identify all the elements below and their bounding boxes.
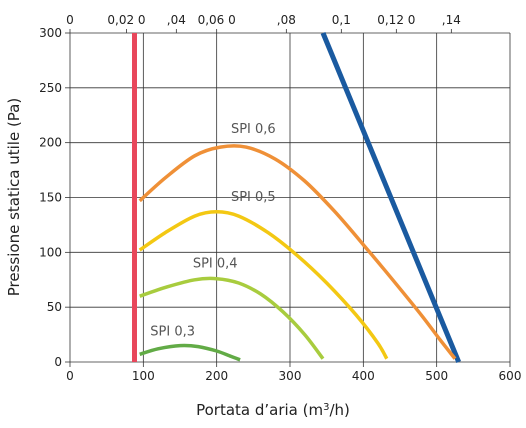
x-tick-label-0: 0 [66, 369, 74, 383]
x-tick-label-1: 100 [132, 369, 155, 383]
series-layer [132, 32, 462, 363]
annotations: SPI 0,6 SPI 0,5 SPI 0,4 SPI 0,3 [150, 122, 275, 340]
x-axis-label-suffix: /h) [329, 401, 349, 419]
series-line-3 [138, 210, 389, 360]
series-line-1 [320, 32, 462, 363]
x-tick-label-5: 500 [425, 369, 448, 383]
y-tick-label-6: 300 [39, 26, 62, 40]
series-line-5 [139, 343, 241, 362]
top-tick-label-0: 0 [66, 13, 74, 27]
top-tick-label-1: 0,02 0 [107, 13, 145, 27]
series-line-2 [138, 144, 457, 360]
top-tick-label-4: ,08 [277, 13, 296, 27]
y-tick-label-5: 250 [39, 81, 62, 95]
y-tick-label-1: 50 [47, 300, 62, 314]
curve-label-1: SPI 0,5 [231, 190, 276, 205]
y-tick-label-3: 150 [39, 191, 62, 205]
curve-label-2: SPI 0,4 [193, 257, 238, 272]
y-tick-label-4: 200 [39, 136, 62, 150]
curve-label-3: SPI 0,3 [150, 325, 195, 340]
y-tick-label-2: 100 [39, 245, 62, 259]
x-tick-label-3: 300 [279, 369, 302, 383]
x-tick-label-2: 200 [205, 369, 228, 383]
curve-label-0: SPI 0,6 [231, 122, 276, 137]
x-tick-label-6: 600 [499, 369, 522, 383]
top-tick-label-5: 0,1 [332, 13, 351, 27]
x-axis-label: Portata d’aria (m3/h) [196, 401, 350, 419]
y-axis-label: Pressione statica utile (Pa) [5, 98, 23, 296]
x-axis-label-prefix: Portata d’aria (m [196, 401, 323, 419]
tick-labels: 0 100 200 300 400 500 600 0 50 100 150 200 250 300 0 0,… [39, 13, 521, 383]
series-line-4 [139, 276, 325, 360]
top-tick-label-3: 0,06 0 [198, 13, 236, 27]
x-tick-label-4: 400 [352, 369, 375, 383]
x-axis-label-sup: 3 [323, 402, 329, 413]
top-tick-label-6: 0,12 0 [377, 13, 415, 27]
top-tick-label-7: ,14 [442, 13, 461, 27]
top-tick-label-2: ,04 [167, 13, 186, 27]
y-tick-label-0: 0 [54, 355, 62, 369]
